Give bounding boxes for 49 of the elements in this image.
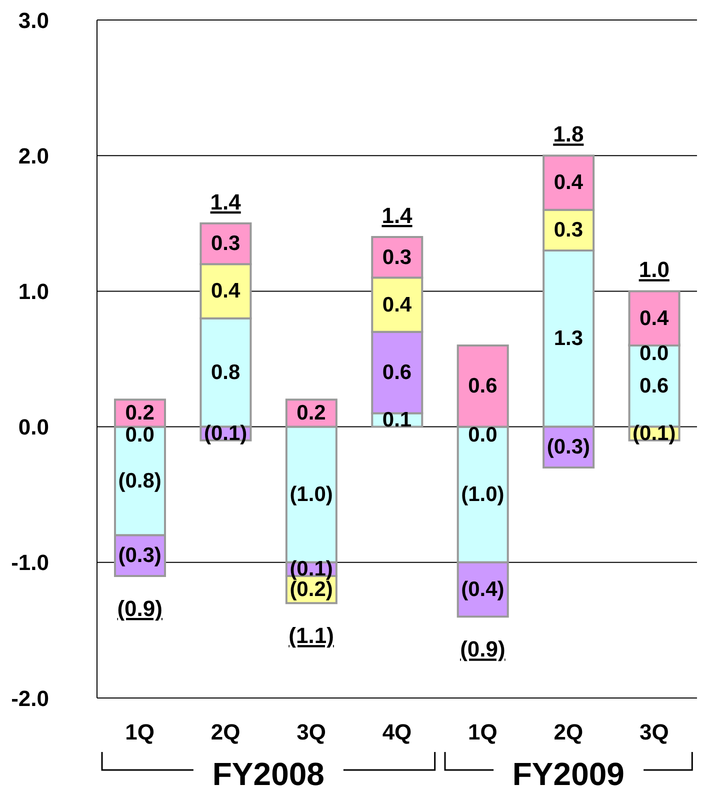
data-label: 0.0 bbox=[640, 342, 669, 365]
total-label: 1.8 bbox=[553, 122, 584, 147]
data-label: 0.0 bbox=[125, 423, 154, 446]
data-label: 0.8 bbox=[210, 361, 240, 384]
data-label: 0.6 bbox=[640, 374, 669, 398]
data-label: 0.2 bbox=[125, 402, 154, 425]
y-tick-label: -1.0 bbox=[11, 550, 49, 576]
data-label: 0.3 bbox=[382, 246, 412, 269]
x-tick-label: 3Q bbox=[639, 720, 669, 745]
data-label: 0.4 bbox=[554, 171, 584, 194]
data-label: 0.1 bbox=[382, 408, 412, 432]
data-label: 0.3 bbox=[554, 218, 584, 242]
data-label: 0.4 bbox=[640, 306, 670, 330]
text: FY2008 bbox=[211, 756, 326, 792]
total-label: 1.4 bbox=[382, 202, 414, 228]
data-label: (1.0) bbox=[461, 483, 504, 506]
y-tick-label: 2.0 bbox=[18, 143, 49, 168]
data-label: 1.3 bbox=[554, 327, 584, 350]
data-label: (0.1) bbox=[632, 422, 676, 446]
data-label: (0.3) bbox=[118, 544, 162, 568]
data-label: 0.3 bbox=[210, 232, 240, 256]
data-label: (1.0) bbox=[290, 483, 333, 506]
total-label: (1.1) bbox=[288, 623, 334, 648]
data-label: 0.6 bbox=[382, 361, 412, 384]
y-tick-label: 1.0 bbox=[18, 279, 49, 304]
x-tick-label: 3Q bbox=[296, 720, 326, 745]
data-label: 0.6 bbox=[468, 374, 498, 398]
data-label: 0.2 bbox=[296, 402, 326, 425]
x-tick-label: 1Q bbox=[125, 720, 155, 745]
data-label: (0.1) bbox=[204, 422, 248, 446]
y-tick-label: 3.0 bbox=[18, 8, 49, 33]
data-label: (0.4) bbox=[461, 578, 504, 602]
y-tick-label: -2.0 bbox=[11, 686, 49, 711]
data-label: 0.4 bbox=[382, 293, 412, 316]
total-label: (0.9) bbox=[460, 636, 506, 662]
x-tick-label: 2Q bbox=[210, 720, 240, 745]
total-label: 1.4 bbox=[210, 189, 242, 214]
x-tick-label: 1Q bbox=[468, 720, 498, 745]
text: FY2009 bbox=[511, 756, 626, 792]
data-label: (0.1) bbox=[290, 558, 333, 581]
data-label: 0.0 bbox=[468, 423, 498, 446]
data-label: (0.8) bbox=[118, 470, 162, 493]
total-label: (0.9) bbox=[117, 596, 162, 621]
data-label: 0.4 bbox=[210, 280, 240, 303]
y-tick-label: 0.0 bbox=[18, 414, 49, 440]
x-tick-label: 4Q bbox=[382, 720, 412, 745]
data-label: (0.3) bbox=[546, 436, 590, 459]
x-tick-label: 2Q bbox=[554, 720, 584, 745]
total-label: 1.0 bbox=[638, 257, 670, 282]
